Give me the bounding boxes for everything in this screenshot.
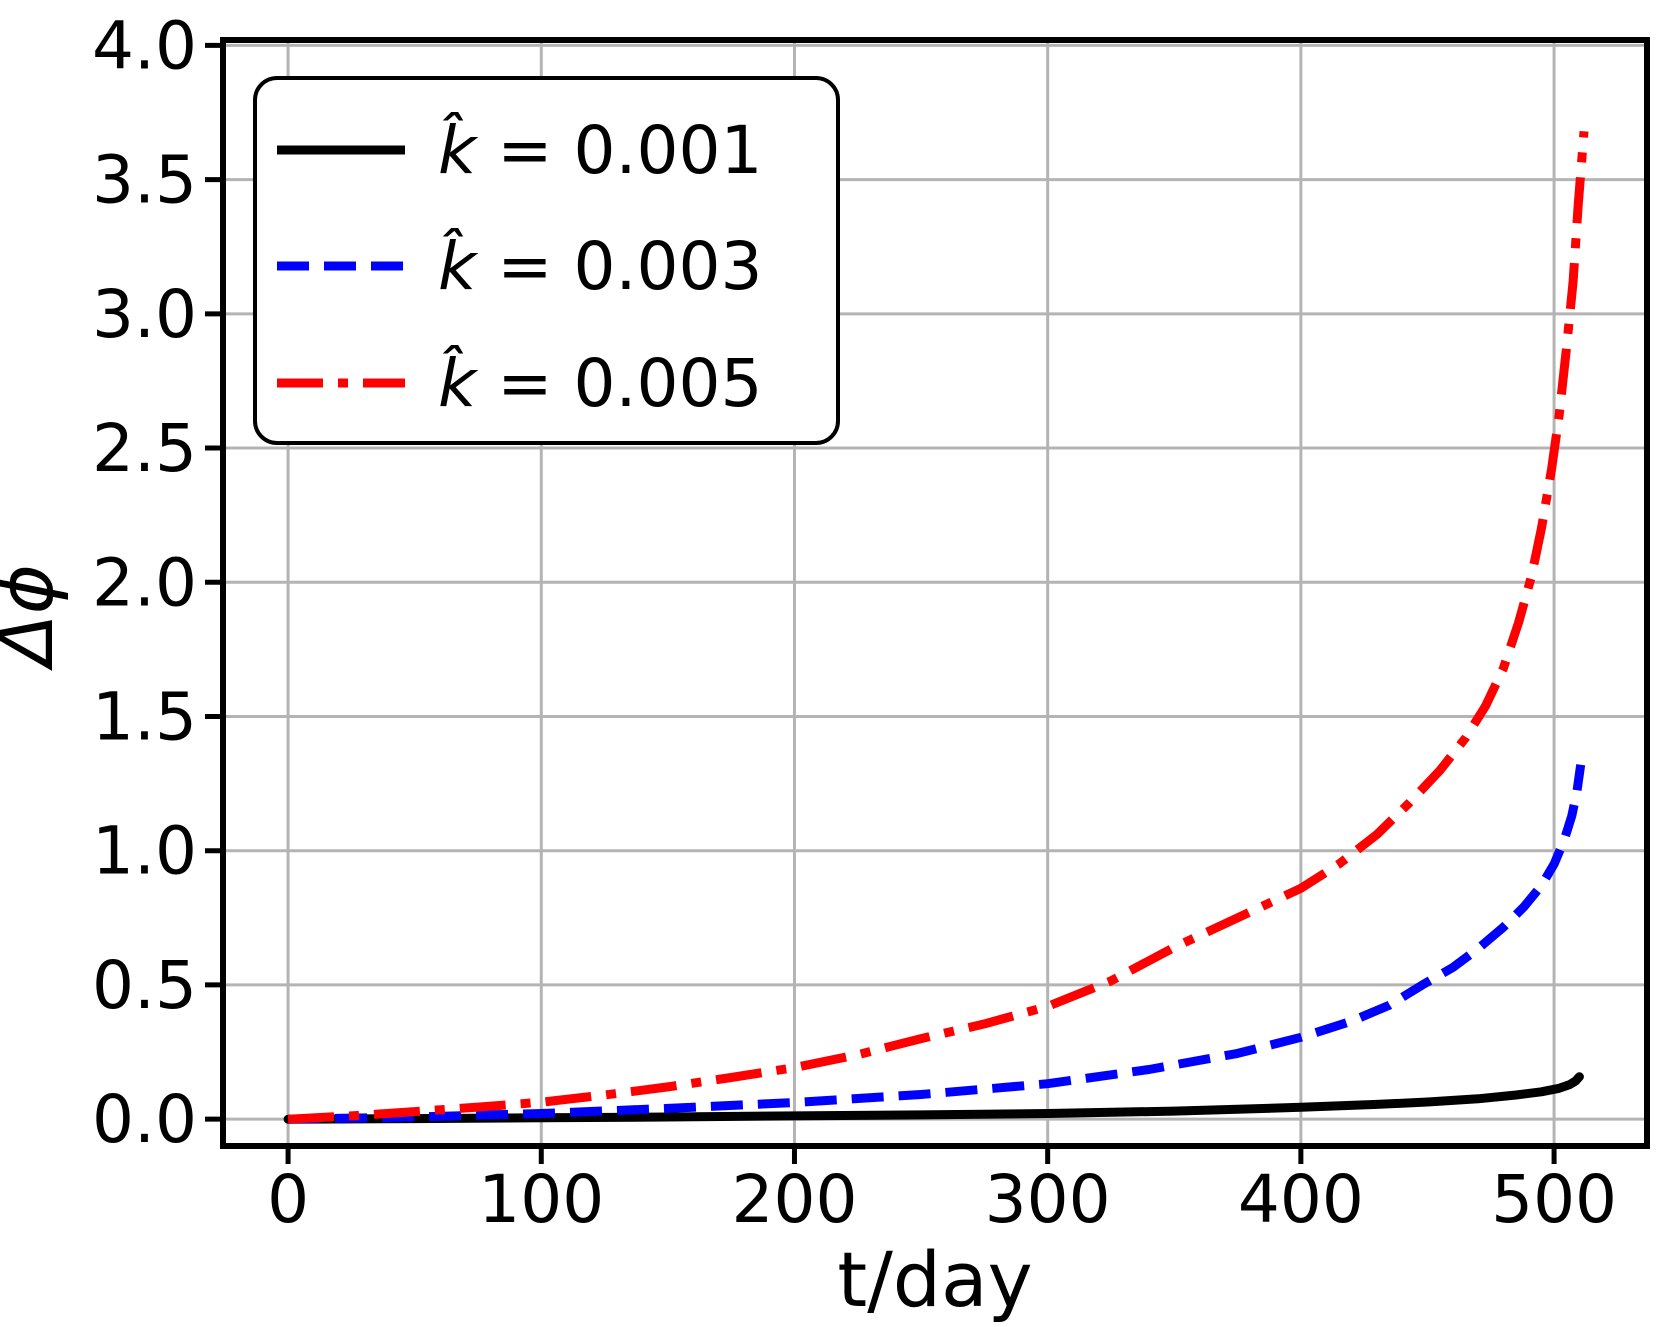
y-tick-label: 2.0 xyxy=(92,544,197,621)
axis-layer xyxy=(205,37,1650,1164)
legend: k̂ = 0.001 k̂ = 0.003 k̂ = 0.005 xyxy=(253,76,840,445)
y-tick-label: 3.0 xyxy=(92,276,197,353)
x-tick-label: 500 xyxy=(1491,1161,1617,1238)
y-tick-label: 3.5 xyxy=(92,142,197,219)
legend-label: k̂ = 0.003 xyxy=(438,227,762,305)
tick-label-layer: 0 100 200 300 400 500 0.0 0.5 1.0 1.5 2.0 2.5 3.0 3.5… xyxy=(92,7,1617,1238)
y-tick-label: 2.5 xyxy=(92,410,197,487)
y-tick-label: 1.0 xyxy=(92,813,197,890)
curve-dashed xyxy=(288,764,1586,1124)
plot-border xyxy=(220,37,1650,1149)
y-tick-label: 1.5 xyxy=(92,678,197,755)
x-tick-label: 400 xyxy=(1238,1161,1364,1238)
curve-solid xyxy=(283,1072,1584,1124)
x-tick-label: 200 xyxy=(731,1161,857,1238)
curve-dashdot xyxy=(287,130,1589,1124)
series-layer xyxy=(283,130,1589,1124)
x-tick-label: 300 xyxy=(985,1161,1111,1238)
y-tick-label: 0.5 xyxy=(92,947,197,1024)
legend-label: k̂ = 0.005 xyxy=(438,344,762,422)
x-tick-label: 100 xyxy=(478,1161,604,1238)
x-tick-label: 0 xyxy=(267,1161,309,1238)
y-tick-label: 4.0 xyxy=(92,7,197,84)
y-axis-label: Δϕ xyxy=(0,564,70,671)
x-axis-label: t/day xyxy=(837,1235,1032,1324)
grid-layer xyxy=(223,40,1647,1146)
legend-box xyxy=(253,76,840,445)
legend-label: k̂ = 0.001 xyxy=(438,111,762,189)
y-tick-label: 0.0 xyxy=(92,1081,197,1158)
